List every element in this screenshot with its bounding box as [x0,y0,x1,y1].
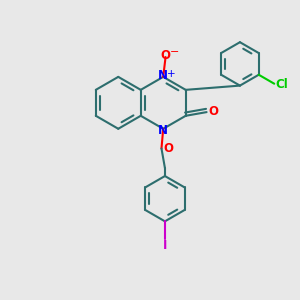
Text: I: I [163,239,167,252]
Text: O: O [160,49,170,62]
Text: Cl: Cl [275,78,288,91]
Text: N: N [158,124,168,137]
Text: N: N [158,69,168,82]
Text: −: − [169,47,179,57]
Text: O: O [163,142,173,154]
Text: O: O [209,105,219,118]
Text: +: + [167,69,176,79]
